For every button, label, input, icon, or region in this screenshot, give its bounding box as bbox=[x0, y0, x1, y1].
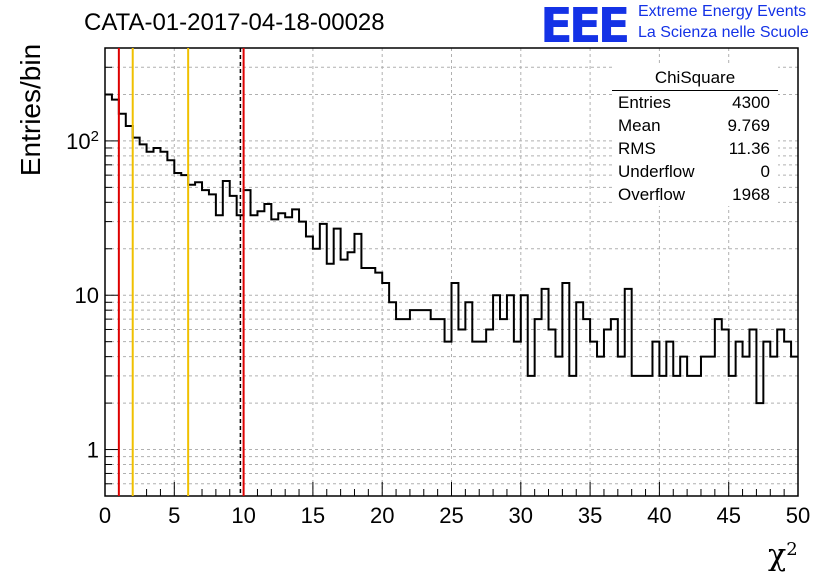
stats-value: 9.769 bbox=[727, 116, 770, 135]
stats-label: Underflow bbox=[618, 162, 695, 181]
y-tick-label: 102 bbox=[66, 127, 99, 154]
x-tick-label: 45 bbox=[716, 503, 740, 528]
x-tick-label: 10 bbox=[231, 503, 255, 528]
stats-title: ChiSquare bbox=[612, 66, 778, 91]
chart-title: CATA-01-2017-04-18-00028 bbox=[84, 9, 385, 36]
histogram-series bbox=[105, 93, 798, 405]
x-tick-label: 15 bbox=[301, 503, 325, 528]
stats-row-entries: Entries 4300 bbox=[612, 91, 778, 114]
x-tick-label: 20 bbox=[370, 503, 394, 528]
stats-box: ChiSquare Entries 4300 Mean 9.769 RMS 11.36… bbox=[612, 66, 778, 206]
stats-row-underflow: Underflow 0 bbox=[612, 160, 778, 183]
plot-frame bbox=[104, 47, 799, 497]
x-tick-label: 5 bbox=[168, 503, 180, 528]
y-axis-label: Entries/bin bbox=[15, 44, 46, 176]
stats-label: Overflow bbox=[618, 185, 686, 204]
brand-line-1: Extreme Energy Events bbox=[638, 3, 807, 20]
stats-value: 0 bbox=[760, 162, 770, 181]
x-tick-label: 50 bbox=[786, 503, 810, 528]
stats-row-mean: Mean 9.769 bbox=[612, 114, 778, 137]
stats-label: RMS bbox=[618, 139, 656, 158]
x-tick-label: 25 bbox=[439, 503, 463, 528]
x-tick-label: 30 bbox=[509, 503, 533, 528]
x-axis-label: χ2 bbox=[768, 538, 798, 572]
eee-logo: EEE bbox=[540, 0, 630, 54]
stats-label: Entries bbox=[618, 93, 671, 112]
y-tick-label: 10 bbox=[75, 283, 99, 308]
stats-value: 4300 bbox=[732, 93, 770, 112]
brand-line-2: La Scienza nelle Scuole bbox=[638, 24, 809, 41]
stats-row-overflow: Overflow 1968 bbox=[612, 183, 778, 206]
x-tick-label: 40 bbox=[647, 503, 671, 528]
stats-label: Mean bbox=[618, 116, 661, 135]
y-tick-label: 1 bbox=[87, 438, 99, 463]
x-tick-label: 35 bbox=[578, 503, 602, 528]
stats-row-rms: RMS 11.36 bbox=[612, 137, 778, 160]
stats-value: 11.36 bbox=[728, 139, 770, 158]
x-tick-label: 0 bbox=[99, 503, 111, 528]
stats-value: 1968 bbox=[732, 185, 770, 204]
